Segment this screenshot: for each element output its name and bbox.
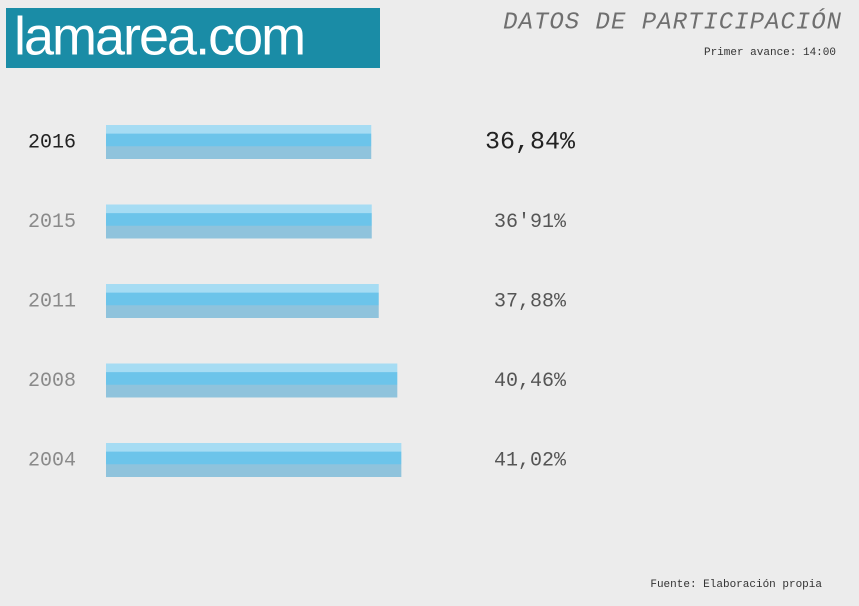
bar: [106, 125, 372, 159]
chart-title: DATOS DE PARTICIPACIÓN: [503, 7, 842, 36]
value-label: 37,88%: [494, 290, 567, 313]
logo-box: [6, 8, 380, 68]
value-label: 36,84%: [485, 128, 576, 157]
source: Fuente: Elaboración propia: [650, 579, 822, 591]
bar: [106, 443, 402, 477]
bar: [106, 204, 372, 239]
value-label: 40,46%: [494, 370, 567, 393]
value-label: 36'91%: [494, 211, 567, 234]
logo: lamarea.com: [14, 6, 304, 66]
bar: [106, 363, 398, 398]
category-label: 2016: [28, 131, 76, 154]
category-label: 2008: [28, 370, 76, 393]
category-label: 2015: [28, 211, 76, 234]
category-label: 2011: [28, 290, 76, 313]
category-label: 2004: [28, 449, 76, 472]
subtitle: Primer avance: 14:00: [704, 47, 836, 59]
bar: [106, 284, 379, 318]
value-label: 41,02%: [494, 449, 567, 472]
